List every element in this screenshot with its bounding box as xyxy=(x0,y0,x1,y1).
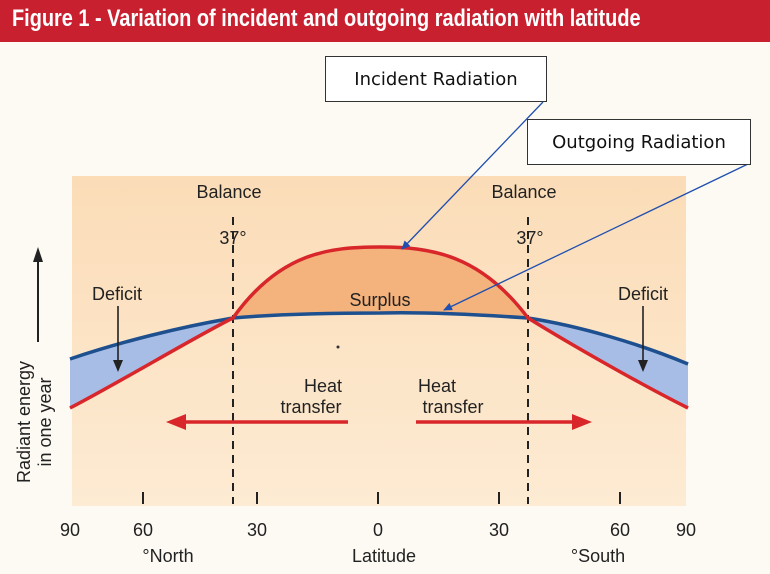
tick-label: 30 xyxy=(489,520,509,540)
heat-transfer-right-line2: transfer xyxy=(422,397,483,417)
surplus-fill xyxy=(233,247,528,318)
south-label: °South xyxy=(571,546,625,566)
y-axis-label-line2: in one year xyxy=(35,377,55,466)
degree-right-label: 37° xyxy=(516,228,543,248)
heat-transfer-left-line1: Heat xyxy=(304,376,342,396)
tick-label: 30 xyxy=(247,520,267,540)
tick-label: 90 xyxy=(676,520,696,540)
y-axis-label-line1: Radiant energy xyxy=(14,361,34,483)
heat-transfer-left-line2: transfer xyxy=(280,397,341,417)
outgoing-radiation-callout: Outgoing Radiation xyxy=(527,119,751,165)
tick-label: 90 xyxy=(60,520,80,540)
deficit-left-arrow-head xyxy=(113,360,123,372)
deficit-right-label: Deficit xyxy=(618,284,668,304)
tick-label: 60 xyxy=(610,520,630,540)
balance-right-label: Balance xyxy=(491,182,556,202)
surplus-label: Surplus xyxy=(349,290,410,310)
heat-transfer-right-arrow-head xyxy=(572,414,592,430)
deficit-right-arrow-head xyxy=(638,360,648,372)
figure-area: Balance Balance 37° 37° Deficit Deficit … xyxy=(0,42,770,574)
incident-radiation-curve xyxy=(69,245,689,410)
outgoing-radiation-curve xyxy=(69,310,689,366)
incident-radiation-callout: Incident Radiation xyxy=(325,56,547,102)
y-axis-arrow-head xyxy=(33,247,43,262)
heat-transfer-left-arrow-head xyxy=(166,414,186,430)
latitude-label: Latitude xyxy=(352,546,416,566)
tick-label: 60 xyxy=(133,520,153,540)
heat-transfer-right-line1: Heat xyxy=(418,376,456,396)
figure-title: Figure 1 - Variation of incident and out… xyxy=(12,5,641,32)
incident-pointer-line xyxy=(401,101,544,250)
degree-left-label: 37° xyxy=(219,228,246,248)
tick-label: 0 xyxy=(373,520,383,540)
stray-dot xyxy=(336,345,340,349)
deficit-left-label: Deficit xyxy=(92,284,142,304)
outgoing-pointer-line xyxy=(443,163,749,311)
radiation-diagram: Balance Balance 37° 37° Deficit Deficit … xyxy=(14,101,749,566)
north-label: °North xyxy=(142,546,193,566)
title-bar: Figure 1 - Variation of incident and out… xyxy=(0,0,770,42)
balance-left-label: Balance xyxy=(196,182,261,202)
